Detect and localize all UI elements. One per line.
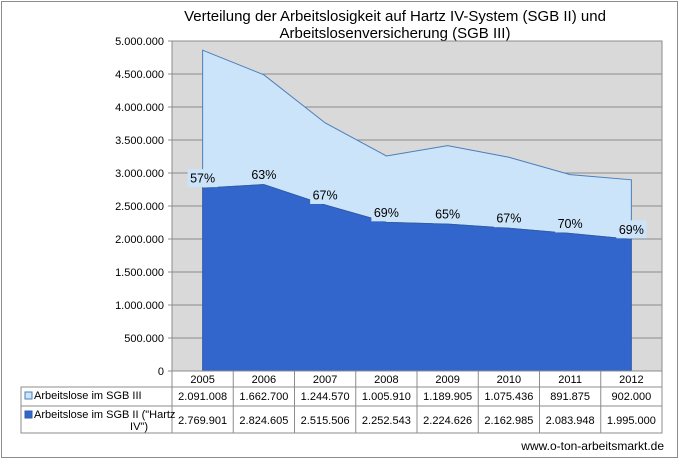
table-cell-sgb3: 1.662.700: [239, 391, 288, 403]
source-label: www.o-ton-arbeitsmarkt.de: [520, 439, 664, 453]
percent-label-bg: [555, 214, 586, 233]
percent-label: 57%: [190, 172, 215, 186]
table-cell-sgb3: 2.091.008: [178, 391, 227, 403]
percent-label-bg: [493, 209, 524, 228]
x-category-label: 2008: [374, 374, 398, 386]
legend-label-sgb2: Arbeitslose im SGB II ("Hartz IV"): [34, 409, 175, 433]
percent-label: 67%: [313, 188, 338, 202]
y-tick-label: 5.000.000: [115, 36, 164, 48]
percent-label-bg: [616, 220, 647, 239]
table-cell-sgb3: 1.075.436: [484, 391, 533, 403]
percent-label: 67%: [496, 212, 521, 226]
x-category-label: 2010: [497, 374, 521, 386]
table-cell-sgb3: 1.244.570: [301, 391, 350, 403]
table-cell-sgb3: 1.189.905: [423, 391, 472, 403]
y-tick-label: 4.500.000: [115, 69, 164, 81]
percent-label-bg: [371, 203, 402, 222]
x-category-label: 2011: [558, 374, 582, 386]
y-tick-label: 500.000: [124, 333, 164, 345]
y-tick-label: 3.000.000: [115, 168, 164, 180]
percent-label-bg: [187, 169, 218, 188]
y-tick-label: 2.000.000: [115, 234, 164, 246]
y-tick-label: 1.000.000: [115, 300, 164, 312]
table-cell-sgb3: 1.005.910: [362, 391, 411, 403]
chart-title-line1: Verteilung der Arbeitslosigkeit auf Hart…: [184, 8, 606, 25]
x-category-label: 2009: [435, 374, 459, 386]
percent-label: 69%: [374, 206, 399, 220]
data-table: 2005 2006 2007 2008 2009 2010 2011 2012 Arbeitsl…: [20, 370, 663, 434]
x-category-label: 2012: [619, 374, 643, 386]
table-cell-sgb3: 902.000: [611, 391, 651, 403]
plot-area: 57% 63% 67% 69% 65% 67% 70% 69%: [171, 40, 663, 372]
table-body: [20, 386, 663, 434]
y-tick-label: 0: [158, 366, 164, 378]
table-cell-sgb3: 891.875: [550, 391, 590, 403]
legend-key-sgb2: [24, 410, 33, 419]
percent-label: 65%: [435, 208, 460, 222]
table-cell-sgb2: 2.083.948: [546, 415, 595, 427]
percent-label: 70%: [558, 217, 583, 231]
percent-label: 63%: [251, 168, 276, 182]
y-axis: 0 500.000 1.000.000 1.500.000 2.000.000 2.500…: [115, 36, 172, 378]
legend-label-sgb3: Arbeitslose im SGB III: [34, 390, 142, 402]
x-category-label: 2005: [190, 374, 214, 386]
y-tick-label: 3.500.000: [115, 135, 164, 147]
table-cell-sgb2: 2.224.626: [423, 415, 472, 427]
x-category-label: 2007: [313, 374, 337, 386]
table-cell-sgb2: 2.252.543: [362, 415, 411, 427]
table-cell-sgb2: 2.515.506: [301, 415, 350, 427]
area-sgb2: [202, 184, 632, 372]
x-category-label: 2006: [252, 374, 276, 386]
percent-label-bg: [310, 185, 341, 204]
chart-title-line2: Arbeitslosenversicherung (SGB III): [280, 25, 511, 42]
table-cell-sgb2: 2.769.901: [178, 415, 227, 427]
table-cell-sgb2: 1.995.000: [607, 415, 656, 427]
y-tick-label: 1.500.000: [115, 267, 164, 279]
percent-label-bg: [248, 165, 279, 184]
legend-key-sgb3: [24, 391, 33, 400]
table-cell-sgb2: 2.824.605: [239, 415, 288, 427]
percent-label: 69%: [619, 223, 644, 237]
table-cell-sgb2: 2.162.985: [484, 415, 533, 427]
y-tick-label: 2.500.000: [115, 201, 164, 213]
y-tick-label: 4.000.000: [115, 102, 164, 114]
percent-label-bg: [432, 205, 463, 224]
